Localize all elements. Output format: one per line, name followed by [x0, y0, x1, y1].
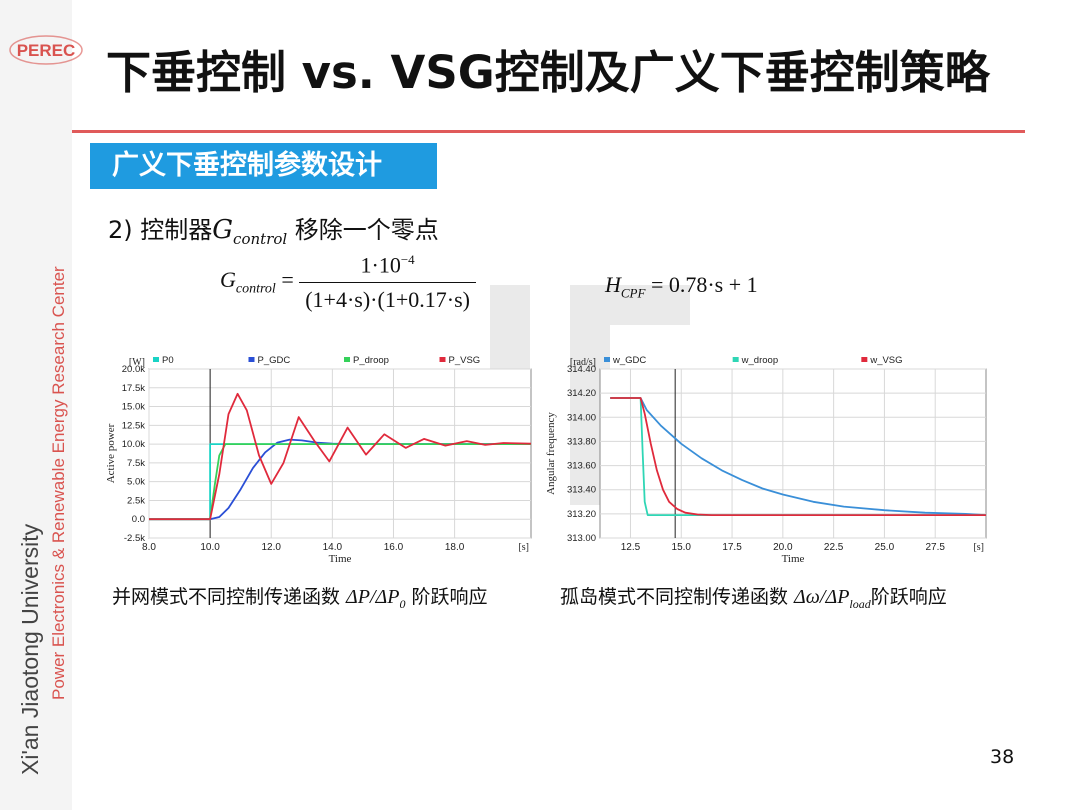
g-control-numerator: 1·10−4 — [360, 252, 415, 278]
perec-logo: PEREC — [9, 35, 83, 65]
chart-0-ytick-label: 15.0k — [122, 402, 145, 413]
chart-1-xtick-label: 27.5 — [925, 542, 945, 553]
chart-1-xtick-label: 20.0 — [773, 542, 793, 553]
sidebar-branding: Power Electronics & Renewable Energy Res… — [0, 0, 72, 810]
chart-0-xaxis-label: Time — [329, 553, 352, 565]
chart-1-legend-label: w_droop — [741, 355, 778, 366]
chart-1-xtick-label: 25.0 — [875, 542, 895, 553]
bullet-prefix: 2) 控制器 — [108, 216, 213, 244]
bullet-item: 2) 控制器Gcontrol 移除一个零点 — [108, 210, 439, 248]
chart-1-legend-label: w_GDC — [612, 355, 646, 366]
chart-0-legend-label: P_VSG — [449, 355, 481, 366]
university-name-text: Xi'an Jiaotong University — [17, 523, 43, 775]
chart-0-legend-label: P_droop — [353, 355, 389, 366]
chart-1-ytick-label: 314.00 — [567, 412, 596, 423]
slide-title: 下垂控制 vs. VSG控制及广义下垂控制策略 — [106, 46, 990, 99]
chart-1-ytick-label: 313.60 — [567, 461, 596, 472]
chart-0-ytick-label: 17.5k — [122, 383, 145, 394]
chart-0-xtick-label: 8.0 — [142, 542, 156, 553]
chart-0-xtick-label: 16.0 — [384, 542, 404, 553]
left-chart-caption: 并网模式不同控制传递函数 ΔP/ΔP0 阶跃响应 — [112, 586, 488, 611]
chart-0-ytick-label: -2.5k — [124, 533, 145, 544]
chart-0-unit-label: [W] — [129, 357, 145, 368]
chart-1-ytick-label: 313.40 — [567, 485, 596, 496]
chart-1-legend-label: w_VSG — [869, 355, 902, 366]
chart-1-xunit-label: [s] — [973, 542, 984, 553]
chart-1-unit-label: [rad/s] — [570, 357, 596, 368]
logo-text: PEREC — [17, 41, 76, 60]
g-control-fraction: 1·10−4 (1+4·s)·(1+0.17·s) — [299, 252, 476, 313]
chart-0-ytick-label: 5.0k — [127, 477, 145, 488]
chart-1-ytick-label: 314.20 — [567, 388, 596, 399]
g-control-denominator: (1+4·s)·(1+0.17·s) — [299, 282, 476, 313]
angular-frequency-chart: 314.40 314.20 314.00 313.80 313.60 313.40 313.… — [545, 355, 987, 565]
section-header: 广义下垂控制参数设计 — [90, 143, 437, 189]
chart-1-series-w-gdc-line — [610, 397, 987, 516]
chart-0-ytick-label: 7.5k — [127, 458, 145, 469]
h-cpf-formula: HCPF = 0.78·s + 1 — [605, 272, 758, 300]
chart-0-ytick-label: 20.0k — [122, 364, 145, 375]
chart-0-legend-swatch — [344, 357, 350, 362]
chart-1-xtick-label: 22.5 — [824, 542, 844, 553]
chart-0-xtick-label: 10.0 — [200, 542, 220, 553]
chart-0-series-p-vsg-line — [149, 392, 532, 521]
chart-0-plot-area — [148, 368, 532, 539]
chart-0-xtick-label: 18.0 — [445, 542, 465, 553]
chart-1-ytick-label: 313.20 — [567, 509, 596, 520]
g-control-lhs: Gcontrol = — [220, 267, 294, 297]
g-control-formula: Gcontrol = 1·10−4 (1+4·s)·(1+0.17·s) — [220, 252, 476, 313]
bullet-symbol: Gcontrol — [212, 215, 288, 249]
chart-0-xunit-label: [s] — [518, 542, 529, 553]
bullet-suffix: 移除一个零点 — [287, 216, 439, 244]
page-number: 38 — [990, 746, 1015, 768]
chart-1-ytick-label: 313.00 — [567, 533, 596, 544]
chart-1-ytick-label: 313.80 — [567, 436, 596, 447]
chart-0-legend-swatch — [439, 357, 446, 362]
chart-1-yaxis-label: Angular frequency — [545, 412, 557, 495]
chart-1-legend-swatch — [861, 357, 868, 362]
chart-0-yaxis-label: Active power — [105, 423, 117, 483]
chart-1-series-w-vsg-line — [610, 397, 986, 517]
chart-1-xaxis-label: Time — [782, 553, 805, 565]
chart-0-ytick-label: 0.0 — [132, 514, 145, 525]
right-chart-caption: 孤岛模式不同控制传递函数 Δω/ΔPload阶跃响应 — [560, 586, 947, 611]
sidebar-text: Power Electronics & Renewable Energy Res… — [17, 266, 68, 775]
chart-0-ytick-label: 12.5k — [122, 420, 145, 431]
chart-1-legend-swatch — [732, 357, 739, 362]
chart-0-legend-label: P0 — [162, 355, 174, 366]
title-divider — [72, 130, 1025, 133]
chart-0-legend-swatch — [153, 357, 159, 362]
chart-1-legend-swatch — [604, 357, 610, 362]
chart-1-xtick-label: 15.0 — [672, 542, 692, 553]
chart-1-plot-area — [599, 368, 987, 539]
chart-0-legend-label: P_GDC — [258, 355, 291, 366]
center-name-text: Power Electronics & Renewable Energy Res… — [49, 266, 68, 700]
chart-0-xtick-label: 14.0 — [323, 542, 343, 553]
active-power-chart: 20.0k 17.5k 15.0k 12.5k 10.0k 7.5k 5.0k 2.5k 0.0… — [105, 355, 532, 565]
chart-0-legend-swatch — [248, 357, 255, 362]
chart-1-ytick-label: 314.40 — [567, 364, 596, 375]
chart-0-ytick-label: 2.5k — [127, 495, 145, 506]
chart-0-xtick-label: 12.0 — [262, 542, 282, 553]
chart-1-xtick-label: 17.5 — [722, 542, 742, 553]
chart-0-ytick-label: 10.0k — [122, 439, 145, 450]
chart-1-xtick-label: 12.5 — [621, 542, 641, 553]
